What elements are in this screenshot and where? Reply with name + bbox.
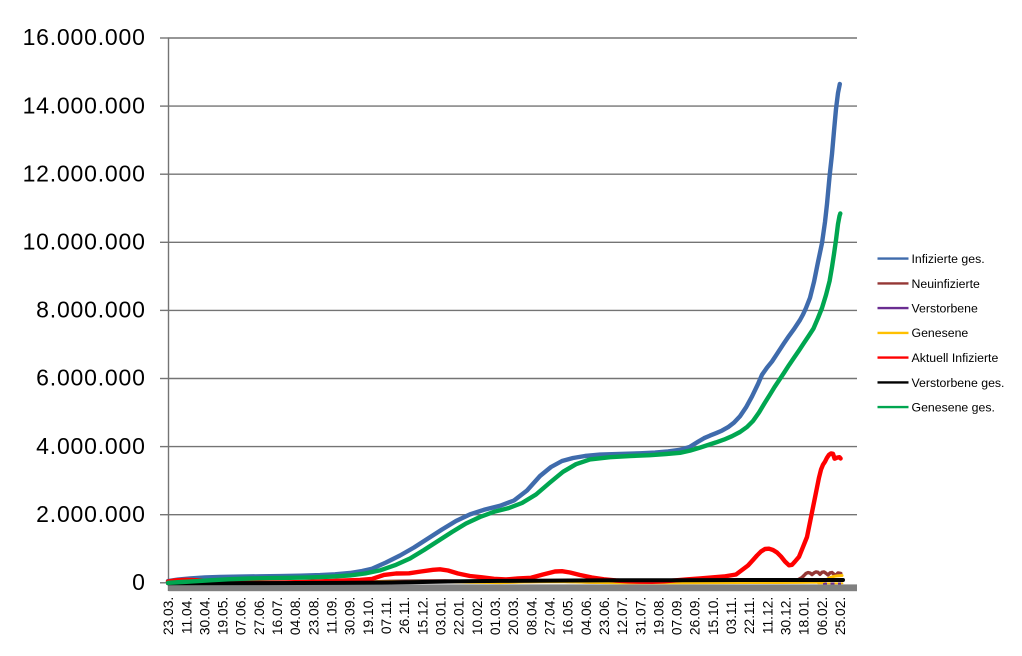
svg-text:20.03.: 20.03. (506, 597, 521, 635)
svg-text:Genesene: Genesene (912, 326, 969, 340)
svg-text:Genesene ges.: Genesene ges. (912, 401, 995, 415)
svg-text:26.09.: 26.09. (688, 597, 703, 635)
svg-text:12.000.000: 12.000.000 (23, 160, 146, 186)
svg-text:04.08.: 04.08. (288, 597, 303, 635)
svg-text:10.000.000: 10.000.000 (23, 229, 146, 255)
svg-text:6.000.000: 6.000.000 (36, 365, 146, 391)
svg-text:31.07.: 31.07. (633, 597, 648, 635)
svg-text:04.06.: 04.06. (579, 597, 594, 635)
svg-text:16.05.: 16.05. (561, 597, 576, 635)
svg-text:27.04.: 27.04. (543, 597, 558, 635)
svg-text:30.04.: 30.04. (197, 597, 212, 635)
svg-text:06.02.: 06.02. (815, 597, 830, 635)
svg-text:8.000.000: 8.000.000 (36, 297, 146, 323)
svg-text:22.01.: 22.01. (452, 597, 467, 635)
svg-text:14.000.000: 14.000.000 (23, 92, 146, 118)
svg-text:Verstorbene: Verstorbene (912, 302, 978, 316)
svg-text:16.07.: 16.07. (270, 597, 285, 635)
svg-text:19.05.: 19.05. (216, 597, 231, 635)
svg-text:30.09.: 30.09. (343, 597, 358, 635)
svg-text:11.12.: 11.12. (760, 597, 775, 634)
svg-text:16.000.000: 16.000.000 (23, 24, 146, 50)
svg-text:4.000.000: 4.000.000 (36, 433, 146, 459)
svg-text:03.11.: 03.11. (724, 597, 739, 634)
svg-text:19.08.: 19.08. (651, 597, 666, 635)
svg-text:Neuinfizierte: Neuinfizierte (912, 277, 981, 291)
svg-text:10.02.: 10.02. (470, 597, 485, 635)
svg-text:Infizierte ges.: Infizierte ges. (912, 252, 985, 266)
svg-text:30.12.: 30.12. (779, 597, 794, 635)
svg-text:22.11.: 22.11. (742, 597, 757, 634)
svg-text:18.01.: 18.01. (797, 597, 812, 635)
svg-text:15.12.: 15.12. (415, 597, 430, 635)
svg-text:19.10.: 19.10. (361, 597, 376, 635)
svg-text:01.03.: 01.03. (488, 597, 503, 635)
svg-text:23.03.: 23.03. (161, 597, 176, 635)
svg-text:12.07.: 12.07. (615, 597, 630, 635)
svg-text:11.09.: 11.09. (325, 597, 340, 634)
svg-text:26.11.: 26.11. (397, 597, 412, 634)
svg-text:27.06.: 27.06. (252, 597, 267, 635)
svg-text:23.06.: 23.06. (597, 597, 612, 635)
svg-text:25.02.: 25.02. (833, 597, 848, 635)
svg-text:2.000.000: 2.000.000 (36, 501, 146, 527)
svg-text:03.01.: 03.01. (434, 597, 449, 635)
svg-text:23.08.: 23.08. (306, 597, 321, 635)
svg-text:07.11.: 07.11. (379, 597, 394, 634)
svg-text:Verstorbene ges.: Verstorbene ges. (912, 376, 1005, 390)
svg-text:07.09.: 07.09. (670, 597, 685, 635)
svg-text:08.04.: 08.04. (524, 597, 539, 635)
svg-text:11.04.: 11.04. (179, 597, 194, 634)
svg-text:Aktuell Infizierte: Aktuell Infizierte (912, 351, 999, 365)
svg-text:07.06.: 07.06. (234, 597, 249, 635)
svg-text:0: 0 (132, 569, 146, 595)
svg-text:15.10.: 15.10. (706, 597, 721, 635)
